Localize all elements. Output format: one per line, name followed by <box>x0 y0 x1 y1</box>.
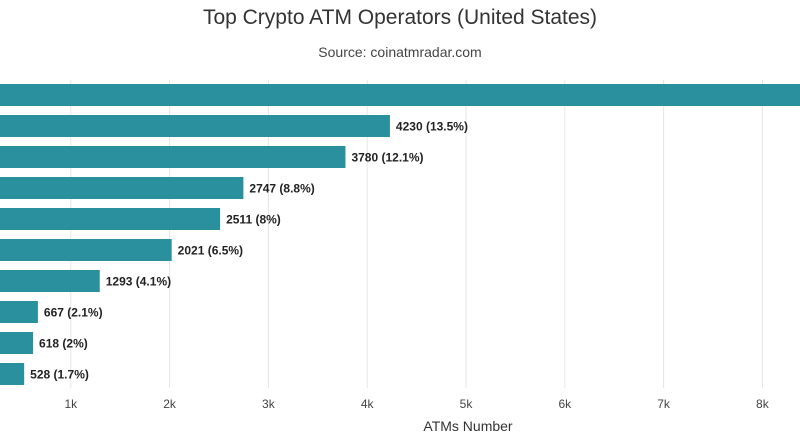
bar <box>0 115 390 137</box>
bar <box>0 208 221 230</box>
chart-title: Top Crypto ATM Operators (United States) <box>202 6 598 29</box>
x-tick-label: 7k <box>657 397 671 411</box>
bar <box>0 332 34 354</box>
bar <box>0 270 100 292</box>
data-label: 528 (1.7%) <box>30 368 89 382</box>
x-tick-label: 6k <box>558 397 572 411</box>
data-label: 2511 (8%) <box>226 213 281 227</box>
x-tick-label: 5k <box>460 397 474 411</box>
data-label: 3780 (12.1%) <box>351 151 423 165</box>
data-label: 667 (2.1%) <box>44 306 103 320</box>
bar <box>0 239 172 261</box>
chart-subtitle: Source: coinatmradar.com <box>318 44 482 60</box>
bar <box>0 84 800 106</box>
x-tick-label: 8k <box>756 397 770 411</box>
x-tick-label: 2k <box>163 397 177 411</box>
x-tick-label: 4k <box>361 397 375 411</box>
x-axis-label: ATMs Number <box>423 418 513 434</box>
bar <box>0 363 25 385</box>
data-label: 2021 (6.5%) <box>178 244 243 258</box>
x-tick-label: 1k <box>64 397 78 411</box>
data-label: 2747 (8.8%) <box>249 182 314 196</box>
data-label: 4230 (13.5%) <box>396 120 468 134</box>
bar <box>0 177 244 199</box>
bar <box>0 146 346 168</box>
bar <box>0 301 38 323</box>
data-label: 618 (2%) <box>39 337 88 351</box>
data-label: 1293 (4.1%) <box>106 275 171 289</box>
x-tick-label: 3k <box>262 397 276 411</box>
